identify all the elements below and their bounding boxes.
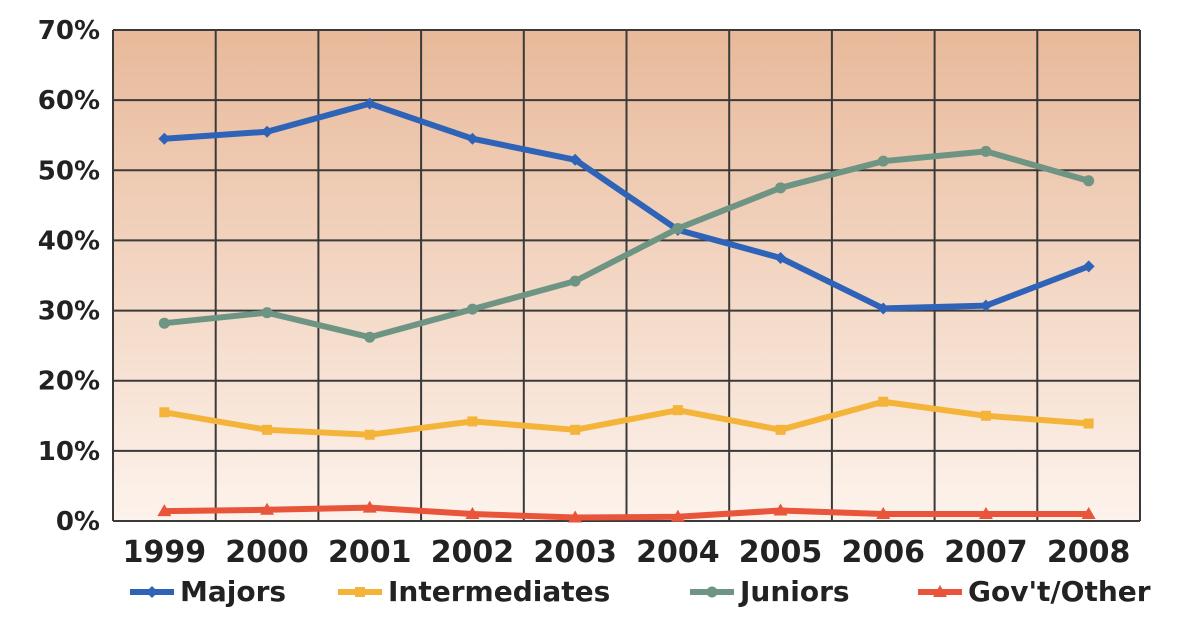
x-tick-label: 2006 [842, 535, 926, 570]
y-tick-label: 10% [38, 437, 100, 467]
series-0-marker [877, 302, 890, 315]
series-0-marker [1082, 260, 1095, 273]
series-group [157, 97, 1096, 523]
series-3-marker [876, 506, 891, 519]
series-2-marker [466, 303, 478, 315]
grid [112, 29, 1141, 522]
series-0-marker [466, 132, 479, 145]
series-2-marker [364, 331, 376, 343]
x-tick-label: 2001 [328, 535, 412, 570]
series-2-marker [775, 182, 787, 194]
y-tick-label: 50% [38, 156, 100, 186]
series-1-marker [980, 410, 991, 421]
series-2 [158, 145, 1095, 343]
series-3 [157, 500, 1096, 523]
series-1-marker [262, 424, 273, 435]
x-tick-label: 2008 [1047, 535, 1131, 570]
series-1-marker [1083, 418, 1094, 429]
y-tick-label: 20% [38, 367, 100, 397]
y-tick-label: 40% [38, 226, 100, 256]
series-1-marker [355, 587, 365, 597]
series-3-line [161, 504, 1092, 521]
series-1 [159, 396, 1094, 440]
series-0-marker [261, 125, 274, 138]
series-2-marker [158, 317, 170, 329]
legend-label: Gov't/Other [968, 575, 1151, 608]
x-tick-label: 2007 [944, 535, 1028, 570]
series-2-marker [706, 586, 718, 598]
y-tick-label: 0% [56, 507, 100, 537]
series-2-marker [261, 307, 273, 319]
x-tick-label: 1999 [123, 535, 207, 570]
y-axis-ticks: 0% 10% 20% 30% 40% 50% 60% 70% [38, 16, 100, 537]
legend: Majors Intermediates Juniors Gov't/Other [130, 575, 1151, 608]
legend-label: Intermediates [388, 575, 610, 608]
series-3-marker [933, 585, 947, 597]
series-3-marker [260, 502, 275, 515]
legend-label: Majors [180, 575, 286, 608]
y-tick-label: 70% [38, 16, 100, 46]
y-tick-label: 30% [38, 297, 100, 327]
series-0-marker [146, 586, 158, 598]
series-0-marker [979, 299, 992, 312]
series-0-marker [774, 251, 787, 264]
series-2-marker [1083, 175, 1095, 187]
series-1-marker [364, 429, 375, 440]
series-2-marker [980, 145, 992, 157]
x-tick-label: 2004 [636, 535, 720, 570]
series-3-marker [465, 506, 480, 519]
x-axis-ticks: 1999 2000 2001 2002 2003 2004 2005 2006 2007 2008 [123, 535, 1131, 570]
series-1-marker [878, 396, 889, 407]
legend-label: Juniors [738, 575, 850, 608]
series-3-marker [1081, 506, 1096, 519]
series-1-line [161, 398, 1092, 438]
x-tick-label: 2002 [431, 535, 515, 570]
x-tick-label: 2005 [739, 535, 823, 570]
series-2-line [161, 148, 1092, 341]
series-3-marker [362, 500, 377, 513]
series-2-marker [877, 155, 889, 167]
x-tick-label: 2000 [225, 535, 309, 570]
y-tick-label: 60% [38, 86, 100, 116]
series-0-marker [158, 132, 171, 145]
series-1-marker [672, 405, 683, 416]
series-3-marker [773, 503, 788, 516]
series-3-marker [978, 506, 993, 519]
series-1-marker [775, 424, 786, 435]
series-2-marker [569, 275, 581, 287]
series-0-line [161, 100, 1092, 312]
series-0-marker [569, 153, 582, 166]
x-tick-label: 2003 [533, 535, 617, 570]
series-0 [158, 97, 1095, 315]
series-3-marker [568, 510, 583, 523]
series-1-marker [570, 424, 581, 435]
series-3-marker [670, 509, 685, 522]
series-3-marker [157, 504, 172, 517]
series-1-marker [467, 416, 478, 427]
series-2-marker [672, 223, 684, 235]
series-1-marker [159, 407, 170, 418]
series-0-marker [363, 97, 376, 110]
